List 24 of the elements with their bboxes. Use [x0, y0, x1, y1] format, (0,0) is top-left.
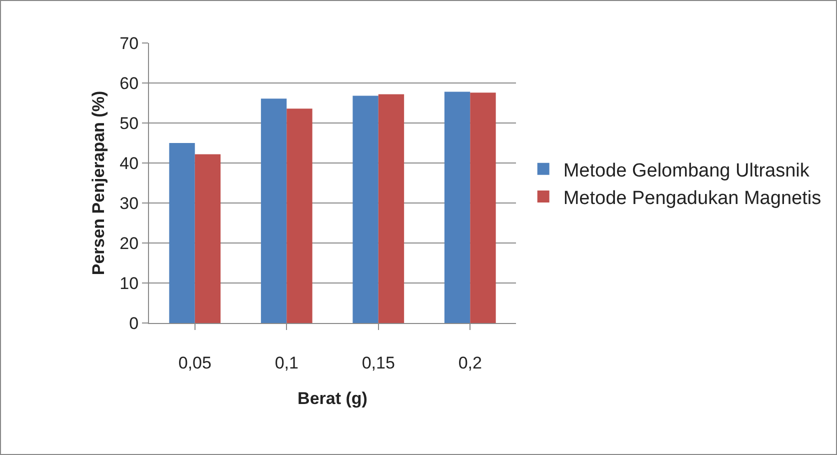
legend-label: Metode Gelombang Ultrasnik [563, 160, 810, 182]
bar [470, 92, 496, 323]
bar [194, 154, 221, 323]
bar [286, 108, 312, 323]
y-tick-label: 40 [120, 154, 139, 173]
y-tick-label: 0 [129, 314, 139, 333]
y-tick-label: 70 [120, 34, 139, 53]
y-tick-label: 30 [120, 194, 139, 213]
legend-label: Metode Pengadukan Magnetis [563, 188, 822, 209]
bar [169, 143, 195, 323]
bar [378, 94, 404, 323]
bar [260, 98, 287, 323]
bar [352, 96, 378, 323]
y-tick-label: 10 [120, 274, 139, 293]
x-tick-label: 0,15 [362, 353, 395, 372]
x-axis-title: Berat (g) [298, 388, 368, 408]
bar [444, 92, 470, 323]
x-tick-label: 0,1 [274, 353, 298, 372]
y-tick-label: 50 [120, 114, 139, 133]
x-tick-label: 0,2 [458, 353, 482, 372]
x-tick-label: 0,05 [178, 353, 212, 372]
y-tick-label: 60 [120, 74, 139, 93]
y-axis-title: Persen Penjerapan (%) [89, 90, 108, 276]
y-tick-label: 20 [120, 234, 139, 253]
